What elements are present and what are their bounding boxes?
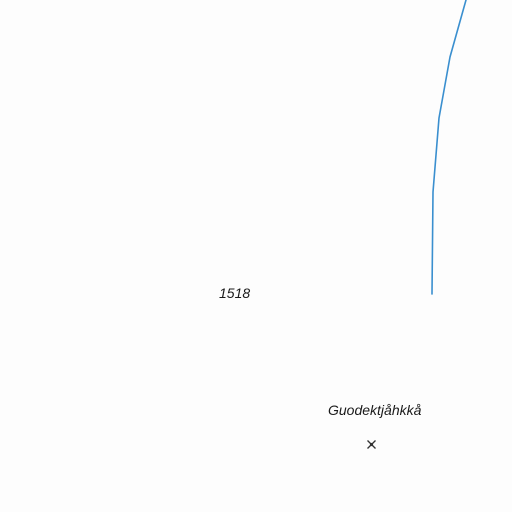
stream-line: [431, 0, 467, 295]
summit-cross-icon: [367, 440, 376, 449]
place-name-label: Guodektjåhkkå: [328, 402, 422, 418]
elevation-label: 1518: [219, 285, 251, 301]
